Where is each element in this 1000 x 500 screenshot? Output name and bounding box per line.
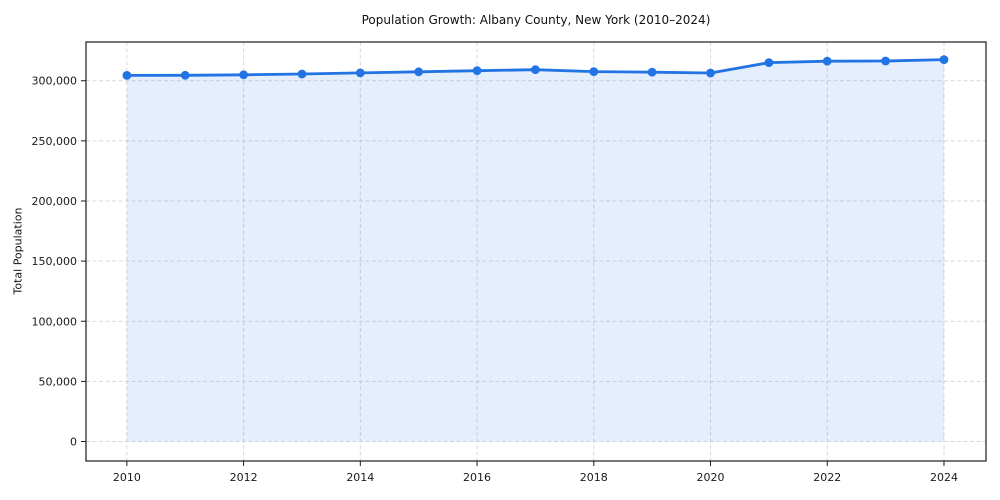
data-point-2017 (531, 65, 540, 75)
x-tick-label: 2018 (580, 471, 608, 484)
data-point-2013 (297, 69, 307, 79)
x-tick-label: 2022 (813, 471, 841, 484)
y-tick-label: 50,000 (39, 375, 78, 388)
x-tick-label: 2014 (346, 471, 374, 484)
data-point-2023 (881, 56, 890, 66)
x-tick-label: 2016 (463, 471, 491, 484)
x-tick-label: 2020 (697, 471, 725, 484)
plot-border (85, 41, 987, 462)
data-point-2019 (647, 67, 657, 77)
data-point-2020 (706, 68, 715, 78)
y-tick-label: 250,000 (32, 135, 78, 148)
x-tick-label: 2012 (230, 471, 258, 484)
data-point-2014 (355, 68, 365, 78)
y-tick-label: 200,000 (32, 195, 78, 208)
y-tick-label: 0 (70, 436, 77, 449)
data-point-2018 (589, 67, 599, 76)
data-point-2010 (122, 71, 132, 80)
data-point-2012 (239, 70, 249, 80)
data-point-2022 (822, 56, 832, 66)
data-point-2024 (939, 55, 949, 64)
data-point-2011 (180, 70, 190, 80)
y-tick-label: 100,000 (32, 315, 78, 328)
data-point-2016 (472, 66, 482, 76)
y-tick-label: 150,000 (32, 255, 78, 268)
x-tick-label: 2010 (113, 471, 141, 484)
x-tick-label: 2024 (930, 471, 958, 484)
area-fill (126, 59, 944, 442)
data-point-2015 (414, 67, 424, 77)
y-tick-label: 300,000 (32, 75, 78, 88)
data-point-2021 (764, 58, 774, 67)
chart-title: Population Growth: Albany County, New Yo… (361, 13, 711, 27)
